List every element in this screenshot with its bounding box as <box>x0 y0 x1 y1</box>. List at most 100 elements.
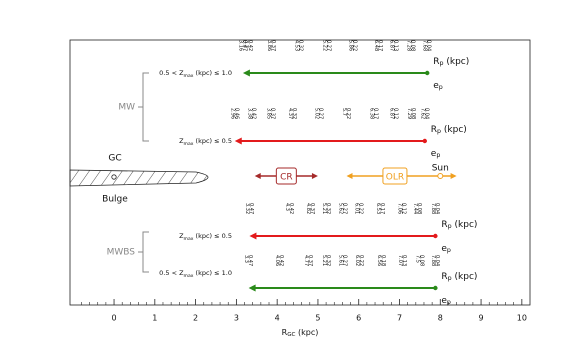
rp-value: 7.88 <box>430 203 436 214</box>
ep-value: 0.32 <box>297 40 303 51</box>
x-tick-label: 0 <box>111 314 116 323</box>
sun-label: Sun <box>432 164 449 174</box>
ep-value: 0.42 <box>278 255 284 266</box>
x-tick-label: 8 <box>438 314 443 323</box>
rp-value: 7.06 <box>396 203 402 214</box>
ep-value: 0.13 <box>393 40 399 51</box>
rp-value: 3.16 <box>237 40 243 51</box>
x-axis-title: RGC (kpc) <box>282 328 319 338</box>
x-tick-label: 4 <box>275 314 280 323</box>
row-label-part: max <box>184 142 194 147</box>
x-tick-label: 10 <box>517 314 527 323</box>
rp-value: 5.21 <box>321 203 327 214</box>
group-label: MW <box>118 103 135 113</box>
rp-value: 5.21 <box>321 255 327 266</box>
ep-label-part: e <box>433 81 439 91</box>
group-bracket <box>138 72 149 142</box>
rp-label-part: R <box>441 272 447 282</box>
ep-label: ep <box>431 149 441 160</box>
rp-value: 7.88 <box>430 255 436 266</box>
rp-value: 7.28 <box>405 40 411 51</box>
rp-value: 3.86 <box>266 40 272 51</box>
ep-value: 0.22 <box>345 108 351 119</box>
ep-value: 0.08 <box>418 255 424 266</box>
x-tick-label: 1 <box>152 314 157 323</box>
rp-value: 3.3 <box>243 40 249 48</box>
row-label-part: (kpc) ≤ 1.0 <box>193 69 232 77</box>
rp-value: 6.53 <box>375 203 381 214</box>
rp-value: 4.3 <box>284 203 290 211</box>
row-label-part: (kpc) ≤ 0.5 <box>193 232 232 240</box>
olr-label: OLR <box>386 173 404 183</box>
rp-label: Rp (kpc) <box>431 125 467 136</box>
ep-value: 0.08 <box>409 40 415 51</box>
rp-value: 5.02 <box>313 108 319 119</box>
ep-value: 0.17 <box>379 203 385 214</box>
ep-value: 0.42 <box>247 40 253 51</box>
row-label-part: max <box>184 74 194 79</box>
x-tick-label: 7 <box>397 314 402 323</box>
ep-value: 0.27 <box>325 40 331 51</box>
cr-head-left <box>254 173 261 179</box>
ep-value: 0.04 <box>423 108 429 119</box>
rp-label-part: R <box>441 220 447 230</box>
row-label: 0.5 < Zmax (kpc) ≤ 1.0 <box>159 69 232 79</box>
row-label-part: max <box>184 237 194 242</box>
ep-value: 0.37 <box>270 108 276 119</box>
rp-value: 6.02 <box>354 255 360 266</box>
ep-label: ep <box>441 244 451 255</box>
rp-label-part: (kpc) <box>441 125 467 135</box>
ep-value: 0.04 <box>434 203 440 214</box>
ep-value: 0.13 <box>401 255 407 266</box>
ep-value: 0.42 <box>288 203 294 214</box>
ep-value: 0.42 <box>250 108 256 119</box>
ep-value: 0.12 <box>400 203 406 214</box>
ep-label-part: p <box>447 299 451 306</box>
ep-value: 0.47 <box>248 203 254 214</box>
rp-value: 4.77 <box>303 255 309 266</box>
x-tick-label: 6 <box>356 314 361 323</box>
ep-value: 0.17 <box>377 40 383 51</box>
rp-value: 5.86 <box>348 40 354 51</box>
arrow-head <box>234 137 242 145</box>
ep-value: 0.22 <box>352 40 358 51</box>
ep-label-part: p <box>436 152 440 159</box>
rp-label-part: (kpc) <box>452 272 478 282</box>
rp-value: 5.62 <box>338 203 344 214</box>
rp-value: 7.07 <box>397 255 403 266</box>
rp-label-part: p <box>448 223 452 230</box>
rp-label-part: p <box>437 128 441 135</box>
ep-value: 0.17 <box>373 108 379 119</box>
rp-value: 4.37 <box>287 108 293 119</box>
olr-head-left <box>346 173 353 179</box>
bulge-label: Bulge <box>102 195 128 205</box>
olr-box <box>382 167 408 185</box>
rp-value: 5.7 <box>341 108 347 116</box>
rp-value: 6.01 <box>354 203 360 214</box>
rp-value: 5.22 <box>321 40 327 51</box>
x-tick-label: 2 <box>193 314 198 323</box>
cr-head-right <box>311 173 318 179</box>
rp-end-dot <box>433 285 438 291</box>
rp-value: 4.53 <box>293 40 299 51</box>
row-label-part: (kpc) ≤ 0.5 <box>193 137 232 145</box>
cr-box <box>275 167 297 185</box>
ep-value: 0.04 <box>426 40 432 51</box>
ep-label-part: p <box>439 84 443 91</box>
ep-value: 0.27 <box>342 203 348 214</box>
rp-label: Rp (kpc) <box>433 57 469 68</box>
ep-value: 0.47 <box>241 40 247 51</box>
rp-value: 6.56 <box>376 255 382 266</box>
rp-label-part: (kpc) <box>443 57 469 67</box>
rp-value: 3.32 <box>244 203 250 214</box>
ep-value: 0.32 <box>325 255 331 266</box>
row-label-part: 0.5 < Z <box>159 269 184 277</box>
row-label: Zmax (kpc) ≤ 0.5 <box>179 232 232 242</box>
rp-value: 3.38 <box>246 108 252 119</box>
x-axis-title-part: R <box>282 328 288 337</box>
ep-label: ep <box>441 296 451 307</box>
x-tick-label: 5 <box>315 314 320 323</box>
arrow-head <box>242 69 250 77</box>
group-bracket <box>138 231 149 273</box>
rp-value: 3.85 <box>266 108 272 119</box>
